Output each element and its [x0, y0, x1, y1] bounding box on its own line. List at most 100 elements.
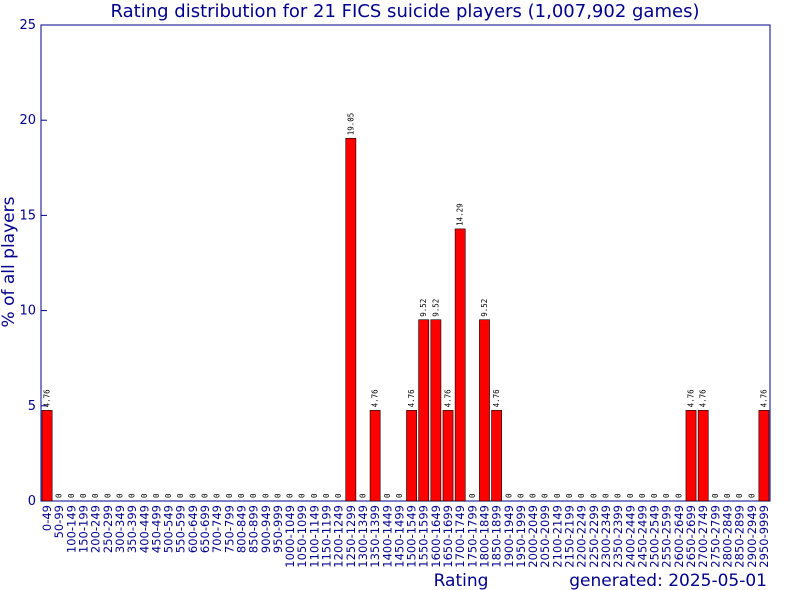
bar-value-label: 0 — [176, 493, 185, 498]
x-tick-label: 0-49 — [40, 505, 54, 531]
bar-value-label: 0 — [55, 493, 64, 498]
y-tick-label: 25 — [19, 18, 36, 33]
x-tick-label: 2800-2849 — [720, 505, 734, 568]
bar-value-label: 0 — [201, 493, 210, 498]
bar-value-label: 0 — [310, 493, 319, 498]
x-tick-label: 250-299 — [101, 505, 115, 553]
x-tick-label: 1700-1749 — [453, 505, 467, 568]
bar — [758, 410, 770, 502]
bar-value-label: 0 — [67, 493, 76, 498]
bar-value-label: 19.05 — [346, 113, 355, 136]
bar — [454, 228, 466, 502]
bar — [685, 410, 697, 502]
bar-value-label: 0 — [225, 493, 234, 498]
x-tick-label: 1250-1299 — [344, 505, 358, 568]
bar-value-label: 0 — [638, 493, 647, 498]
x-tick-label: 1000-1049 — [283, 505, 297, 568]
bar-value-label: 0 — [735, 493, 744, 498]
x-tick-label: 2300-2349 — [599, 505, 613, 568]
x-axis-label: Rating — [434, 571, 489, 590]
x-tick-label: 1500-1549 — [405, 505, 419, 568]
bar-value-label: 0 — [298, 493, 307, 498]
x-tick-label: 2450-2499 — [635, 505, 649, 568]
x-tick-label: 2350-2399 — [611, 505, 625, 568]
x-tick-label: 400-449 — [137, 505, 151, 553]
x-tick-label: 2850-2899 — [733, 505, 747, 568]
x-tick-label: 1100-1149 — [307, 505, 321, 568]
x-tick-label: 500-549 — [162, 505, 176, 553]
bar-value-label: 9.52 — [419, 299, 428, 317]
x-tick-label: 1400-1449 — [380, 505, 394, 568]
bar-value-label: 0 — [115, 493, 124, 498]
x-tick-label: 2900-2949 — [745, 505, 759, 568]
bar-value-label: 0 — [164, 493, 173, 498]
bar-value-label: 0 — [334, 493, 343, 498]
bar-value-label: 0 — [213, 493, 222, 498]
bar-value-label: 0 — [516, 493, 525, 498]
x-tick-label: 1350-1399 — [368, 505, 382, 568]
bar — [430, 319, 442, 502]
bar-value-label: 14.29 — [456, 203, 465, 226]
bar — [491, 410, 502, 502]
x-tick-label: 2750-2799 — [708, 505, 722, 568]
y-axis-label: % of all players — [0, 196, 19, 327]
bar-value-label: 0 — [601, 493, 610, 498]
bar-value-label: 4.76 — [687, 389, 696, 408]
bar-value-label: 0 — [395, 493, 404, 498]
x-tick-label: 350-399 — [125, 505, 139, 553]
bar-value-label: 4.76 — [371, 389, 380, 408]
bar-value-label: 0 — [711, 493, 720, 498]
x-axis: 0-4950-99100-149150-199200-249250-299300… — [40, 505, 771, 568]
bar-value-label: 0 — [723, 493, 732, 498]
x-tick-label: 950-999 — [271, 505, 285, 553]
x-tick-label: 2650-2699 — [684, 505, 698, 568]
x-tick-label: 900-949 — [259, 505, 273, 553]
bar-value-label: 0 — [249, 493, 258, 498]
x-tick-label: 2550-2599 — [660, 505, 674, 568]
bars-group — [41, 137, 770, 502]
bar — [418, 319, 430, 502]
bar-value-label: 0 — [286, 493, 295, 498]
x-tick-label: 100-149 — [64, 505, 78, 553]
x-tick-label: 1050-1099 — [295, 505, 309, 568]
bar-value-label: 0 — [577, 493, 586, 498]
y-tick-label: 20 — [19, 113, 36, 128]
bar-value-label: 0 — [322, 493, 331, 498]
bar-value-label: 0 — [128, 493, 137, 498]
bar — [345, 137, 357, 502]
bar — [442, 410, 454, 502]
x-tick-label: 600-649 — [186, 505, 200, 553]
x-tick-label: 700-749 — [210, 505, 224, 553]
x-tick-label: 2100-2149 — [550, 505, 564, 568]
y-tick-label: 5 — [28, 399, 36, 414]
x-tick-label: 2700-2749 — [696, 505, 710, 568]
bar-value-label: 0 — [79, 493, 88, 498]
bar-value-label: 0 — [188, 493, 197, 498]
bar-value-label: 0 — [589, 493, 598, 498]
bar-value-label: 4.76 — [492, 389, 501, 408]
bar-value-label: 0 — [468, 493, 477, 498]
bar-value-label: 0 — [674, 493, 683, 498]
bar-value-label: 0 — [103, 493, 112, 498]
bar-value-label: 0 — [358, 493, 367, 498]
bar-value-label: 9.52 — [431, 299, 440, 317]
y-axis: 0 5 10 15 20 25 — [19, 18, 47, 509]
y-tick-label: 0 — [28, 494, 36, 509]
bar-value-label: 0 — [140, 493, 149, 498]
bar-value-label: 0 — [273, 493, 282, 498]
x-tick-label: 2500-2549 — [648, 505, 662, 568]
x-tick-label: 1300-1349 — [356, 505, 370, 568]
bar-value-label: 4.76 — [444, 389, 453, 408]
bar-value-label: 0 — [565, 493, 574, 498]
x-tick-label: 1900-1949 — [502, 505, 516, 568]
bar-value-label: 9.52 — [480, 299, 489, 317]
bar-value-label: 4.76 — [759, 389, 768, 408]
bar-value-label: 0 — [383, 493, 392, 498]
x-tick-label: 1150-1199 — [320, 505, 334, 568]
x-tick-label: 2250-2299 — [587, 505, 601, 568]
x-tick-label: 50-99 — [52, 505, 66, 538]
bar-value-label: 0 — [529, 493, 538, 498]
x-tick-label: 800-849 — [234, 505, 248, 553]
